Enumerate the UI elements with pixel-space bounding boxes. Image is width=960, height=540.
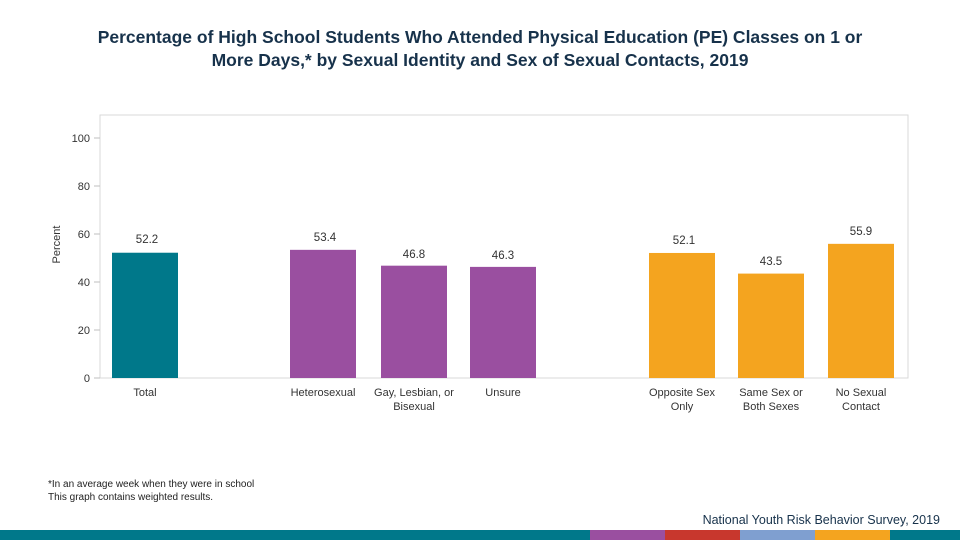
bar-value-label: 53.4 (314, 232, 337, 244)
bar (470, 266, 536, 378)
stripe-segment (890, 530, 960, 540)
bar (828, 243, 894, 378)
bar-value-label: 52.2 (136, 234, 158, 246)
bar (649, 252, 715, 378)
stripe-segment (0, 530, 180, 540)
y-tick-label: 40 (78, 277, 90, 289)
bar-value-label: 46.8 (403, 249, 425, 261)
bar-value-label: 52.1 (673, 235, 695, 247)
category-label: Same Sex or (739, 387, 803, 399)
bar-value-label: 43.5 (760, 256, 782, 268)
y-tick-label: 20 (78, 325, 90, 337)
category-label: Gay, Lesbian, or (374, 387, 454, 399)
category-label: Contact (842, 401, 880, 413)
bar (290, 249, 356, 378)
footnote-line2: This graph contains weighted results. (48, 492, 214, 503)
chart-title: Percentage of High School Students Who A… (20, 26, 940, 72)
category-label: Opposite Sex (649, 387, 716, 399)
source-label: National Youth Risk Behavior Survey, 201… (702, 513, 940, 527)
category-label: Only (671, 401, 694, 413)
stripe-segment (665, 530, 740, 540)
y-axis-label: Percent (51, 226, 63, 264)
category-label: Heterosexual (291, 387, 356, 399)
chart-title-line1: Percentage of High School Students Who A… (97, 27, 863, 47)
footnote-line1: *In an average week when they were in sc… (48, 479, 255, 490)
bar (112, 252, 178, 378)
footnote: *In an average week when they were in sc… (48, 478, 254, 504)
stripe-segment (590, 530, 665, 540)
category-label: Both Sexes (743, 401, 800, 413)
category-label: Total (133, 387, 156, 399)
category-label: Bisexual (393, 401, 435, 413)
category-label: Unsure (485, 387, 520, 399)
y-tick-label: 100 (72, 133, 90, 145)
y-tick-label: 80 (78, 181, 90, 193)
bar (381, 265, 447, 378)
bar-value-label: 46.3 (492, 250, 514, 262)
stripe-segment (740, 530, 815, 540)
category-label: No Sexual (836, 387, 887, 399)
chart-title-line2: More Days,* by Sexual Identity and Sex o… (211, 50, 749, 70)
color-stripe (0, 530, 960, 540)
stripe-segment (180, 530, 590, 540)
y-tick-label: 60 (78, 229, 90, 241)
y-tick-label: 0 (84, 373, 90, 385)
stripe-segment (815, 530, 890, 540)
bar (738, 273, 804, 378)
bar-value-label: 55.9 (850, 226, 872, 238)
